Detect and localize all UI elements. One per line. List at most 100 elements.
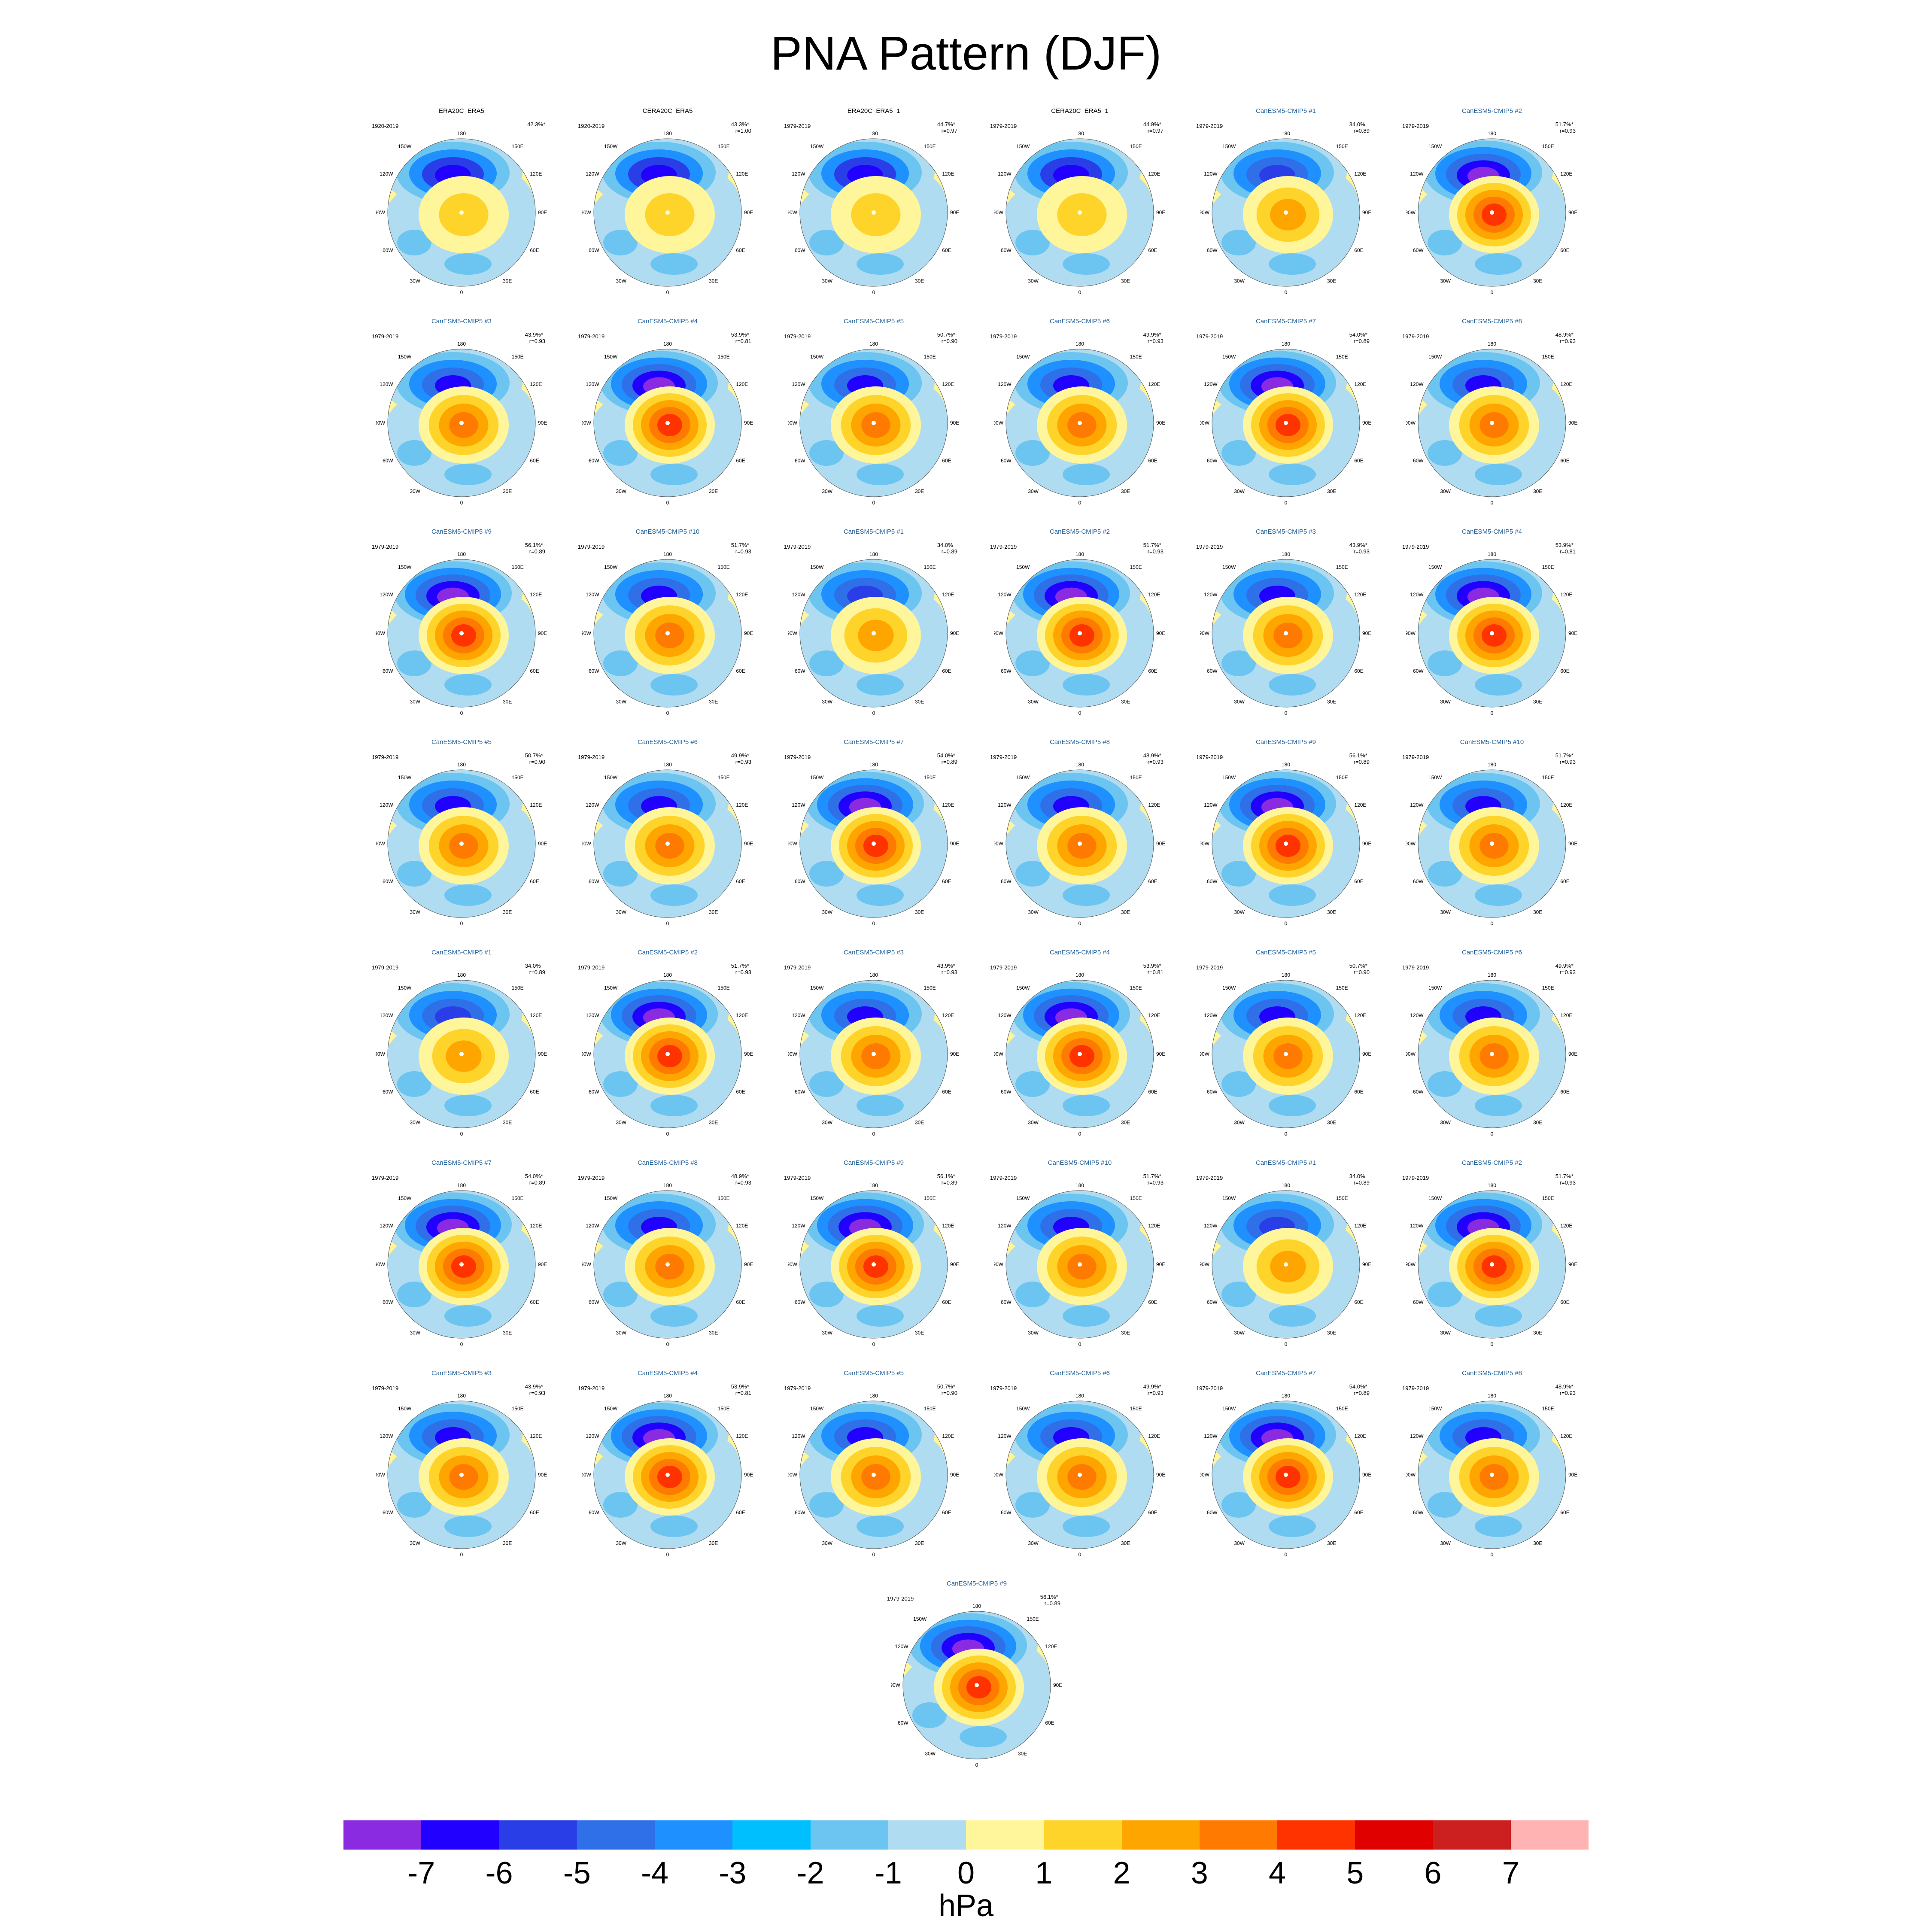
negative-anomaly-region (857, 1516, 904, 1537)
longitude-label: 60E (1045, 1720, 1054, 1726)
longitude-label: 180 (1282, 341, 1290, 347)
longitude-label: 30W (822, 489, 832, 495)
longitude-label: 90W (788, 1051, 798, 1057)
map-boundary (1212, 559, 1360, 708)
pattern-correlation: r=0.93 (1147, 759, 1163, 765)
pattern-correlation: r=0.81 (735, 1390, 751, 1396)
pattern-correlation: r=0.89 (941, 1179, 957, 1186)
panel-stats: 54.0%* r=0.89 (937, 752, 957, 765)
negative-anomaly-region (397, 1282, 431, 1307)
panel-title: CERA20C_ERA5_1 (1051, 107, 1109, 115)
longitude-label: 30E (1533, 1330, 1542, 1336)
panel-stats: 34.0% r=0.89 (525, 963, 545, 975)
longitude-label: 150E (1336, 354, 1348, 360)
pattern-correlation: r=0.93 (529, 338, 545, 344)
colorbar-box (732, 1820, 811, 1850)
negative-anomaly-region (1269, 1095, 1316, 1116)
negative-anomaly-region (1015, 230, 1050, 255)
longitude-label: 90E (1568, 420, 1577, 426)
longitude-label: 30E (709, 1540, 718, 1546)
explained-variance: 51.7%* (1143, 1173, 1161, 1179)
longitude-label: 30W (410, 1540, 420, 1546)
high-pressure-contour (1057, 193, 1107, 236)
longitude-label: 150W (398, 775, 412, 781)
longitude-label: 150E (718, 143, 730, 149)
panel-period: 1979-2019 (1196, 544, 1223, 550)
longitude-label: 120W (380, 802, 393, 808)
longitude-label: 120E (736, 802, 748, 808)
polar-map: 180 150W 150E 120W 120E 90W 90E 60W 60E 30W 30E 0 (1406, 762, 1577, 927)
longitude-label: 150W (1016, 775, 1030, 781)
longitude-label: 150E (512, 143, 524, 149)
negative-anomaly-region (397, 440, 431, 466)
panel-stats: 54.0%* r=0.89 (1349, 331, 1370, 344)
panel-stats: 56.1%* r=0.89 (1040, 1594, 1060, 1607)
pattern-correlation: r=0.93 (1147, 338, 1163, 344)
map-boundary (1212, 980, 1360, 1128)
longitude-label: 120W (1410, 381, 1424, 387)
negative-anomaly-region (397, 650, 431, 676)
high-pressure-contour (1270, 1251, 1306, 1282)
longitude-label: 150W (1428, 1406, 1442, 1412)
colorbar-tick: 4 (1268, 1856, 1286, 1890)
longitude-label: 60E (942, 668, 951, 674)
longitude-label: 30W (1440, 1120, 1451, 1126)
longitude-label: 90E (744, 1472, 753, 1478)
longitude-label: 150E (1130, 564, 1142, 570)
high-pressure-contour (863, 1255, 888, 1278)
longitude-label: 150E (718, 985, 730, 991)
longitude-label: 0 (872, 289, 875, 295)
longitude-label: 30W (1234, 699, 1245, 705)
longitude-label: 120E (1148, 802, 1160, 808)
panel-stats: 54.0%* r=0.89 (1349, 1383, 1370, 1396)
longitude-label: 150E (1542, 354, 1554, 360)
high-pressure-contour (858, 620, 894, 651)
longitude-label: 120W (1410, 1012, 1424, 1018)
explained-variance: 56.1%* (937, 1173, 955, 1179)
north-pole-marker (1490, 841, 1494, 846)
longitude-label: 90E (950, 210, 959, 216)
longitude-label: 60W (1207, 878, 1218, 884)
panel-period: 1979-2019 (1402, 1175, 1429, 1181)
negative-anomaly-region (1269, 1305, 1316, 1327)
panel-period: 1979-2019 (578, 1385, 605, 1391)
panel-stats: 53.9%* r=0.81 (1555, 542, 1576, 555)
north-pole-marker (459, 1473, 464, 1477)
negative-anomaly-region (809, 1071, 844, 1097)
longitude-label: 180 (1282, 131, 1290, 137)
longitude-label: 0 (460, 289, 463, 295)
map-panel: CanESM5-CMIP5 #2 1979-2019 51.7%* r=0.93 180… (987, 528, 1172, 726)
negative-anomaly-region (650, 1516, 698, 1537)
panel-period: 1979-2019 (1402, 123, 1429, 129)
longitude-label: 30W (410, 1120, 420, 1126)
map-boundary (1418, 1190, 1566, 1339)
longitude-label: 60E (530, 668, 539, 674)
longitude-label: 90E (744, 1051, 753, 1057)
longitude-label: 90E (950, 1051, 959, 1057)
north-pole-marker (872, 1052, 876, 1056)
north-pole-marker (459, 1262, 464, 1267)
longitude-label: 30W (1234, 1540, 1245, 1546)
longitude-label: 30E (915, 1120, 924, 1126)
negative-anomaly-region (1428, 861, 1462, 887)
map-panel: CanESM5-CMIP5 #8 1979-2019 48.9%* r=0.93 180… (1400, 318, 1584, 515)
longitude-label: 120W (586, 1433, 599, 1439)
negative-anomaly-region (1475, 1095, 1522, 1116)
longitude-label: 30E (915, 278, 924, 284)
colorbar-box (1199, 1820, 1277, 1850)
longitude-label: 150W (398, 354, 412, 360)
longitude-label: 150E (1130, 775, 1142, 781)
negative-anomaly-region (444, 1305, 492, 1327)
longitude-label: 0 (460, 1341, 463, 1347)
map-boundary (1212, 1400, 1360, 1549)
longitude-label: 30E (1327, 1540, 1336, 1546)
panel-stats: 50.7%* r=0.90 (937, 1383, 957, 1396)
longitude-label: 60E (736, 1089, 745, 1095)
longitude-label: 120W (998, 1012, 1012, 1018)
longitude-label: 90W (582, 1472, 592, 1478)
longitude-label: 180 (663, 341, 672, 347)
map-boundary (593, 980, 742, 1128)
panel-title: CanESM5-CMIP5 #7 (843, 738, 904, 746)
map-boundary (799, 349, 948, 497)
negative-anomaly-region (650, 1305, 698, 1327)
